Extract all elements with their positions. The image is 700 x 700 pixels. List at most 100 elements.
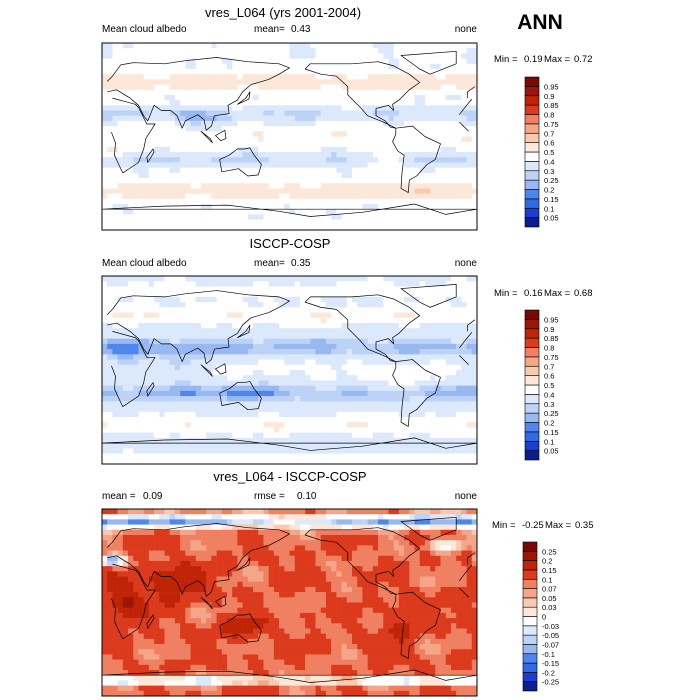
- field-cell: [305, 89, 311, 96]
- field-cell: [284, 79, 290, 85]
- field-cell: [325, 94, 332, 101]
- field-cell: [263, 281, 269, 287]
- field-cell: [237, 152, 243, 158]
- field-cell: [352, 157, 358, 163]
- field-cell: [216, 219, 223, 226]
- field-cell: [310, 396, 316, 402]
- field-cell: [383, 209, 389, 215]
- field-cell: [357, 291, 363, 298]
- field-cell: [404, 53, 410, 59]
- field-cell: [310, 432, 316, 439]
- field-cell: [227, 359, 233, 366]
- field-cell: [346, 146, 353, 153]
- field-cell: [294, 317, 301, 324]
- field-cell: [409, 354, 415, 360]
- field-cell: [143, 443, 150, 449]
- field-cell: [138, 120, 144, 127]
- field-cell: [117, 417, 124, 423]
- field-cell: [253, 380, 259, 386]
- field-cell: [200, 209, 207, 215]
- field-cell: [221, 162, 228, 168]
- field-cell: [357, 53, 363, 59]
- field-cell: [435, 136, 441, 142]
- field-cell: [310, 411, 316, 418]
- field-cell: [148, 302, 155, 308]
- field-cell: [107, 94, 113, 101]
- field-cell: [221, 291, 228, 298]
- field-cell: [289, 343, 296, 350]
- field-cell: [206, 390, 212, 397]
- field-cell: [383, 48, 389, 54]
- field-cell: [341, 338, 348, 345]
- field-cell: [164, 401, 171, 407]
- field-cell: [466, 437, 473, 444]
- field-cell: [242, 126, 249, 132]
- field-cell: [461, 198, 467, 205]
- field-cell: [221, 338, 228, 345]
- field-cell: [398, 152, 405, 158]
- field-cell: [341, 401, 348, 407]
- field-cell: [435, 349, 441, 355]
- field-cell: [237, 198, 243, 205]
- field-cell: [367, 167, 374, 174]
- field-cell: [247, 162, 254, 168]
- field-cell: [320, 58, 327, 65]
- field-cell: [440, 307, 447, 313]
- field-cell: [180, 380, 186, 386]
- field-cell: [450, 146, 457, 153]
- field-cell: [466, 214, 473, 220]
- field-cell: [133, 105, 139, 111]
- field-cell: [221, 359, 228, 366]
- field-cell: [440, 328, 447, 334]
- field-cell: [414, 68, 421, 75]
- field-cell: [352, 136, 358, 142]
- field-cell: [247, 68, 254, 75]
- field-cell: [112, 53, 118, 59]
- field-cell: [367, 354, 374, 360]
- field-cell: [164, 105, 171, 111]
- field-cell: [315, 380, 322, 386]
- field-cell: [279, 188, 285, 194]
- field-cell: [331, 53, 337, 59]
- field-cell: [424, 338, 431, 345]
- field-cell: [346, 120, 353, 127]
- field-cell: [435, 214, 441, 220]
- field-cell: [305, 43, 311, 49]
- field-cell: [404, 401, 410, 407]
- field-cell: [320, 141, 327, 148]
- field-cell: [414, 312, 421, 319]
- field-cell: [112, 385, 118, 392]
- field-cell: [450, 198, 457, 205]
- field-cell: [346, 312, 353, 319]
- field-cell: [289, 152, 296, 158]
- field-cell: [419, 43, 426, 49]
- field-cell: [404, 141, 410, 148]
- field-cell: [273, 380, 280, 386]
- field-cell: [352, 317, 358, 324]
- field-cell: [195, 131, 202, 137]
- field-cell: [148, 375, 155, 381]
- field-cell: [450, 333, 457, 339]
- field-cell: [200, 79, 207, 85]
- field-cell: [263, 417, 269, 423]
- field-cell: [122, 146, 129, 153]
- field-cell: [200, 432, 207, 439]
- field-cell: [122, 120, 129, 127]
- field-cell: [138, 296, 144, 303]
- field-cell: [143, 406, 150, 413]
- field-cell: [367, 276, 374, 282]
- field-cell: [315, 343, 322, 350]
- field-cell: [268, 276, 275, 282]
- field-cell: [372, 286, 379, 292]
- field-cell: [258, 406, 264, 413]
- field-cell: [117, 126, 124, 132]
- field-cell: [305, 105, 311, 111]
- field-cell: [352, 131, 358, 137]
- field-cell: [471, 79, 477, 85]
- field-cell: [242, 286, 249, 292]
- field-cell: [346, 188, 353, 194]
- field-cell: [221, 63, 228, 70]
- field-cell: [315, 302, 322, 308]
- field-cell: [440, 100, 447, 106]
- field-cell: [174, 178, 181, 184]
